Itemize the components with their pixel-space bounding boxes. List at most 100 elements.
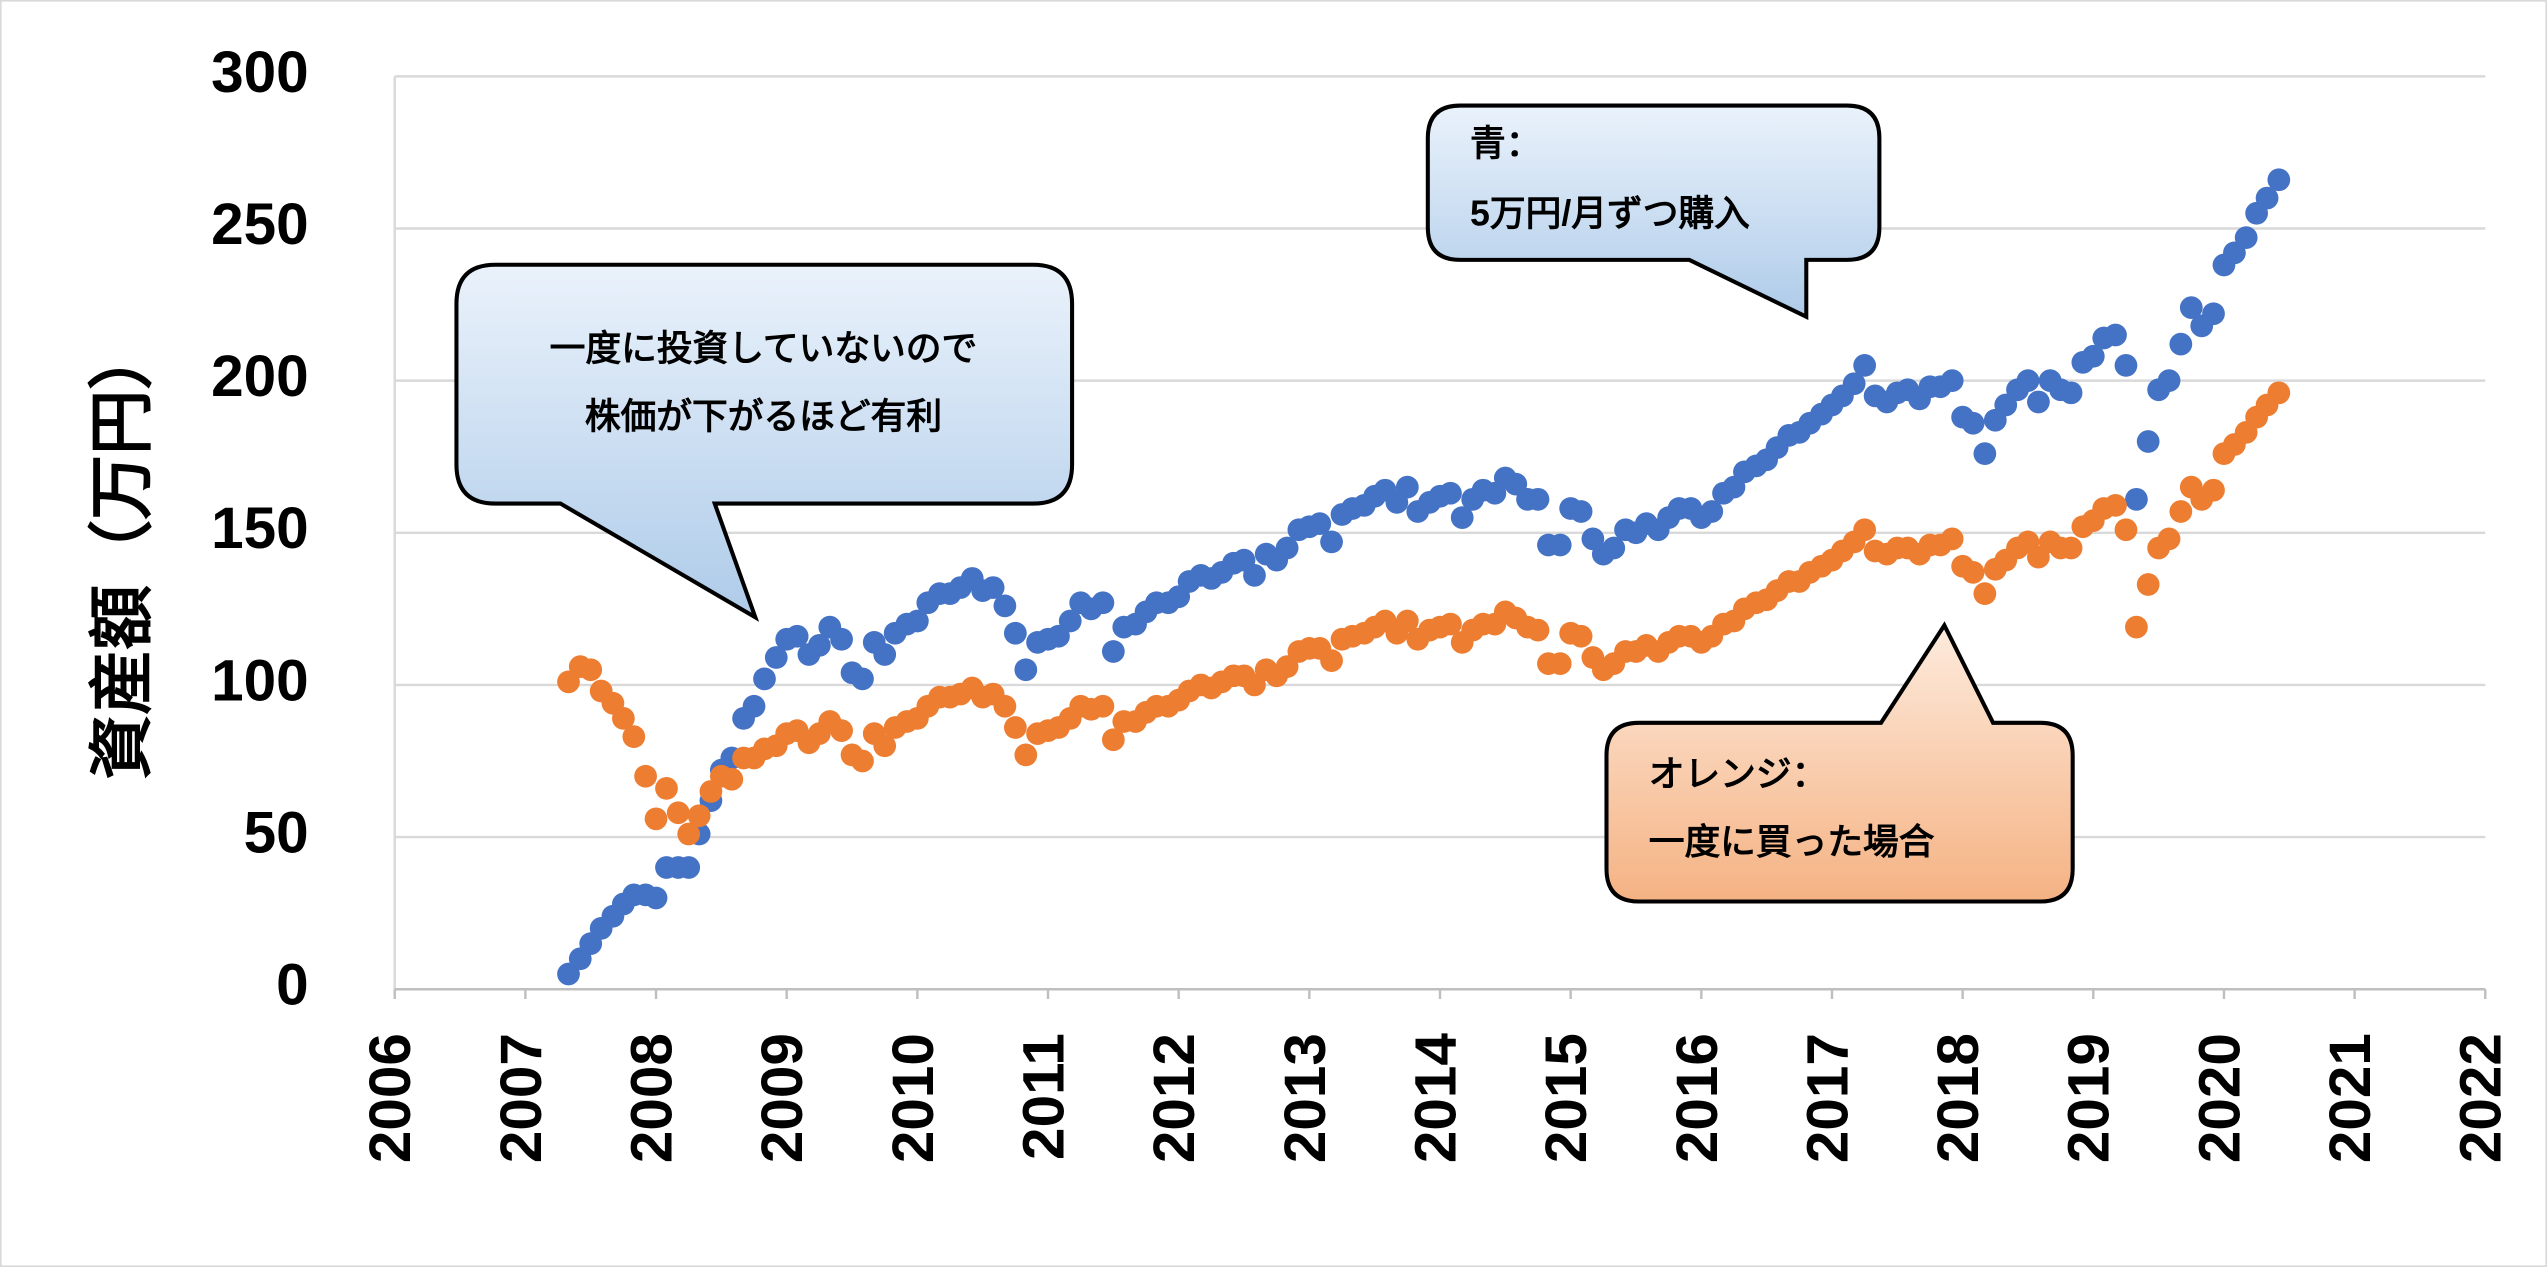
- annotation-line: 5万円/月ずつ購入: [1470, 193, 1750, 233]
- data-point: [1548, 652, 1572, 676]
- y-tick-label: 100: [211, 648, 309, 713]
- x-tick-label: 2021: [2318, 1033, 2383, 1163]
- data-point: [1014, 743, 1038, 767]
- x-tick-label: 2009: [750, 1033, 815, 1163]
- data-point: [1101, 728, 1125, 752]
- grid: 0 50 100 150 200 250 300 2006 2007 2008 2009 2010 20…: [211, 40, 2514, 1163]
- data-point: [687, 804, 711, 828]
- y-tick-label: 50: [244, 801, 309, 866]
- data-point: [1243, 564, 1266, 587]
- data-point: [851, 667, 874, 691]
- callout-blue-note: 一度に投資していないので 株価が下がるほど有利: [454, 262, 1075, 622]
- data-point: [720, 767, 744, 791]
- annotation-line: 株価が下がるほど有利: [585, 397, 942, 437]
- data-point: [622, 725, 646, 749]
- data-point: [2104, 494, 2127, 517]
- data-point: [2114, 518, 2138, 542]
- data-point: [1101, 640, 1125, 663]
- data-point: [2267, 381, 2291, 405]
- data-point: [677, 856, 701, 879]
- data-point: [1569, 624, 1593, 648]
- data-point: [807, 634, 831, 657]
- y-axis-label: 資産額（万円）: [85, 325, 158, 780]
- data-point: [644, 886, 668, 910]
- data-point: [612, 707, 635, 730]
- data-point: [1853, 354, 1877, 377]
- data-point: [1014, 658, 1038, 682]
- data-point: [1058, 609, 1082, 633]
- data-point: [1548, 533, 1572, 557]
- y-tick-label: 150: [211, 496, 309, 561]
- data-point: [2104, 323, 2127, 347]
- data-point: [981, 576, 1005, 599]
- data-point: [753, 667, 776, 691]
- data-point: [1091, 694, 1115, 718]
- data-point: [2157, 527, 2181, 551]
- data-point: [1853, 518, 1877, 542]
- callout-shape: [1425, 103, 1882, 320]
- data-point: [579, 658, 603, 682]
- data-point: [830, 719, 853, 742]
- data-point: [644, 807, 668, 831]
- y-tick-label: 0: [276, 953, 309, 1018]
- x-tick-label: 2019: [2057, 1033, 2122, 1163]
- data-point: [2136, 430, 2160, 453]
- x-tick-label: 2015: [1534, 1033, 1599, 1163]
- data-point: [851, 749, 874, 773]
- y-tick-label: 200: [211, 344, 309, 409]
- data-point: [1961, 560, 1985, 584]
- callout-orange-legend: オレンジ： 一度に買った場合: [1604, 621, 2075, 904]
- data-point: [2202, 302, 2225, 326]
- data-point: [1700, 500, 1724, 523]
- data-point: [1569, 500, 1593, 523]
- x-tick-label: 2006: [358, 1033, 423, 1163]
- data-point: [666, 801, 690, 825]
- data-point: [993, 694, 1017, 718]
- data-point: [677, 822, 701, 846]
- callout-blue-legend: 青： 5万円/月ずつ購入: [1425, 103, 1882, 320]
- annotation-line: オレンジ：: [1649, 754, 1828, 794]
- data-point: [2125, 487, 2148, 511]
- data-point: [1961, 411, 1985, 435]
- data-point: [1275, 536, 1299, 560]
- annotation-line: 一度に買った場合: [1649, 822, 1935, 862]
- data-point: [2255, 186, 2279, 210]
- x-tick-label: 2017: [1795, 1033, 1860, 1163]
- data-point: [2081, 344, 2105, 368]
- marks: [557, 168, 2291, 986]
- data-point: [1003, 716, 1027, 739]
- callout-shape: [1604, 621, 2075, 904]
- data-point: [742, 694, 766, 718]
- data-point: [1602, 536, 1626, 560]
- data-point: [830, 627, 853, 651]
- x-tick-label: 2010: [881, 1033, 946, 1163]
- data-point: [2016, 369, 2040, 393]
- data-point: [873, 734, 897, 758]
- data-point: [2157, 369, 2181, 393]
- data-point: [993, 594, 1017, 618]
- annotation-line: 青：: [1470, 124, 1541, 164]
- data-point: [1439, 481, 1462, 505]
- data-point: [1940, 527, 1964, 551]
- data-point: [873, 643, 897, 666]
- data-point: [1395, 475, 1419, 499]
- data-point: [2179, 296, 2203, 319]
- data-point: [1973, 442, 1997, 466]
- data-point: [1526, 618, 1550, 642]
- data-point: [1973, 582, 1997, 606]
- data-point: [785, 624, 809, 648]
- x-tick-label: 2018: [1926, 1033, 1991, 1163]
- data-point: [2169, 500, 2193, 523]
- data-point: [1320, 530, 1343, 554]
- data-point: [764, 646, 788, 669]
- data-point: [1450, 506, 1474, 529]
- data-point: [1320, 649, 1343, 672]
- x-tick-label: 2013: [1273, 1033, 1338, 1163]
- data-point: [2114, 354, 2138, 377]
- data-point: [2136, 573, 2160, 596]
- data-point: [905, 609, 929, 633]
- x-tick-label: 2016: [1665, 1033, 1730, 1163]
- x-tick-label: 2007: [489, 1033, 554, 1163]
